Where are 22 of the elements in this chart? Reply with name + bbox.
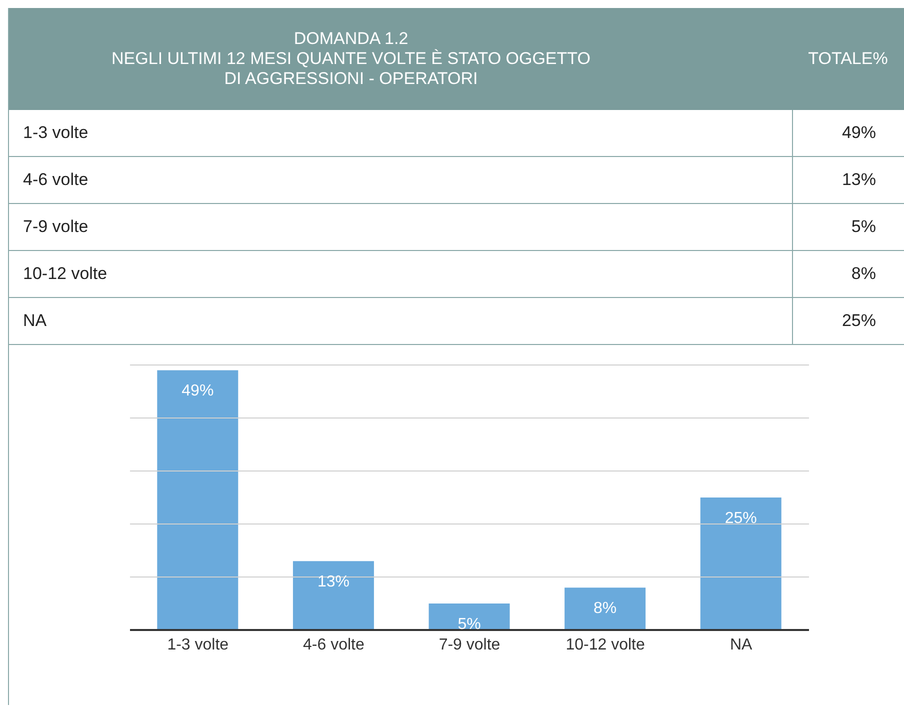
data-label: 5% bbox=[458, 616, 481, 633]
text: TOTALE% bbox=[807, 48, 889, 70]
category-label: 10-12 volte bbox=[23, 264, 108, 283]
chart-title: DOMANDA 1.2 NEGLI ULTIMI 12 MESI QUANTE VOLTE È STATO OGGETTO DI AGGRESSIONI - OPERATORI bbox=[110, 29, 592, 89]
category-label: 7-9 volte bbox=[23, 217, 88, 236]
text: 25% bbox=[842, 311, 876, 330]
x-tick-label: 7-9 volte bbox=[438, 636, 500, 654]
category-label: 1-3 volte bbox=[23, 123, 88, 142]
text: 13% bbox=[842, 170, 876, 189]
data-label: 13% bbox=[317, 573, 350, 590]
x-tick-label: 10-12 volte bbox=[566, 636, 645, 654]
x-tick-label: 1-3 volte bbox=[167, 636, 229, 654]
text: 5% bbox=[851, 217, 876, 236]
category-label: 4-6 volte bbox=[23, 170, 88, 189]
x-tick-label: 4-6 volte bbox=[303, 636, 364, 654]
text: 49% bbox=[842, 123, 876, 142]
category-label: NA bbox=[23, 311, 47, 330]
data-label: 49% bbox=[182, 382, 214, 400]
data-label: 8% bbox=[593, 600, 617, 617]
x-tick-label: NA bbox=[730, 636, 753, 654]
data-label: 25% bbox=[724, 510, 757, 527]
text: 8% bbox=[851, 264, 876, 283]
